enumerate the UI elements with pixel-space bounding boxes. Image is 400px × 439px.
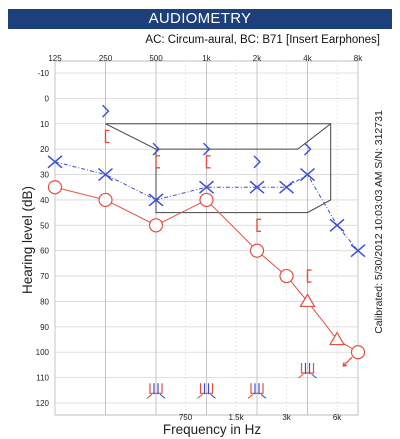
y-tick-label: 120 bbox=[36, 399, 50, 408]
x-axis-label: Frequency in Hz bbox=[163, 422, 262, 437]
data-point-x bbox=[350, 244, 366, 258]
grid bbox=[54, 60, 359, 416]
bc-left-bracket bbox=[155, 155, 160, 169]
x-top-tick-label: 8k bbox=[354, 54, 363, 63]
series-lines bbox=[47, 155, 366, 367]
bc-left-bracket bbox=[104, 129, 110, 144]
data-point-x bbox=[47, 155, 63, 169]
data-point-circle bbox=[249, 243, 265, 258]
data-point-triangle bbox=[299, 293, 316, 308]
data-point-triangle bbox=[328, 331, 346, 346]
x-top-tick-label: 125 bbox=[48, 54, 62, 63]
x-top-tick-label: 4k bbox=[303, 54, 312, 63]
y-tick-label: 70 bbox=[40, 272, 49, 281]
x-bottom-tick-label: 6k bbox=[333, 413, 342, 422]
x-top-tick-label: 250 bbox=[99, 54, 113, 63]
no-response-markers bbox=[146, 363, 317, 399]
x-top-tick-label: 500 bbox=[149, 54, 163, 63]
y-tick-label: 80 bbox=[40, 297, 49, 306]
y-tick-label: 30 bbox=[40, 171, 49, 180]
speech-banana-inner bbox=[156, 123, 332, 150]
nr-left-bracket bbox=[149, 383, 163, 394]
nr-left-arrow bbox=[197, 393, 203, 399]
y-tick-label: 10 bbox=[40, 120, 49, 129]
nr-left-bracket bbox=[300, 363, 315, 374]
speech-banana-outline bbox=[105, 123, 332, 214]
nr-right-arrow bbox=[260, 393, 267, 399]
data-point-x bbox=[329, 218, 345, 232]
y-tick-label: 20 bbox=[40, 145, 49, 154]
x-bottom-tick-label: 750 bbox=[179, 413, 193, 422]
data-point-circle bbox=[47, 180, 63, 195]
bc-right-chevron bbox=[253, 155, 261, 169]
bc-left-bracket bbox=[306, 269, 312, 283]
nr-right-bars bbox=[203, 383, 210, 395]
y-tick-label: 90 bbox=[40, 323, 49, 332]
calibration-label: Calibrated: 5/30/2012 10:03:03 AM S/N: 3… bbox=[373, 110, 385, 334]
nr-right-arrow bbox=[210, 393, 216, 399]
data-point-circle bbox=[98, 192, 113, 208]
data-point-circle bbox=[148, 218, 164, 233]
y-tick-label: 100 bbox=[36, 348, 50, 357]
data-point-circle bbox=[350, 345, 366, 360]
bc-right-chevron bbox=[304, 142, 312, 156]
data-point-x bbox=[199, 180, 214, 194]
chart-subtitle: AC: Circum-aural, BC: B71 [Insert Earpho… bbox=[145, 34, 380, 46]
chart-title: AUDIOMETRY bbox=[8, 9, 392, 29]
y-tick-label: 50 bbox=[40, 221, 49, 230]
data-point-circle bbox=[199, 192, 214, 208]
speech-banana bbox=[105, 123, 332, 214]
bc-left-bracket bbox=[205, 155, 211, 169]
bc-right-chevron bbox=[102, 104, 110, 118]
data-point-x bbox=[279, 180, 295, 194]
y-tick-label: 110 bbox=[36, 374, 49, 383]
x-top-tick-label: 1k bbox=[202, 54, 211, 63]
nr-left-arrow bbox=[247, 393, 254, 399]
y-tick-label: 40 bbox=[40, 196, 49, 205]
x-top-tick-label: 2k bbox=[253, 54, 262, 63]
nr-right-bars bbox=[304, 363, 311, 374]
y-tick-label: 60 bbox=[40, 247, 49, 256]
bc-left-bracket bbox=[256, 218, 261, 233]
x-bottom-tick-label: 1.5k bbox=[228, 413, 244, 422]
tick-labels: -10 0 10 20 30 40 50 60 70 80 90 100 110 120 125 250 500… bbox=[36, 54, 364, 422]
bc-right-chevron bbox=[203, 142, 211, 156]
nr-right-arrow bbox=[159, 393, 166, 399]
nr-left-bracket bbox=[250, 383, 264, 394]
data-point-x bbox=[98, 167, 113, 182]
nr-left-arrow bbox=[146, 393, 153, 399]
bone-conduction-markers bbox=[102, 104, 312, 283]
no-response-arrow bbox=[342, 356, 353, 367]
nr-left-arrow bbox=[298, 373, 304, 379]
data-point-x bbox=[148, 193, 164, 207]
data-point-circle bbox=[279, 268, 294, 284]
y-tick-label: 0 bbox=[45, 94, 50, 103]
nr-right-arrow bbox=[311, 373, 317, 379]
x-bottom-tick-label: 3k bbox=[282, 413, 291, 422]
nr-left-bracket bbox=[199, 383, 214, 394]
data-point-x bbox=[249, 180, 265, 194]
data-point-x bbox=[300, 167, 315, 182]
y-tick-label: -10 bbox=[37, 69, 49, 78]
y-axis-label: Hearing level (dB) bbox=[20, 186, 35, 294]
bc-right-chevron bbox=[152, 142, 160, 156]
nr-right-bars bbox=[254, 383, 260, 395]
nr-right-bars bbox=[153, 383, 159, 395]
